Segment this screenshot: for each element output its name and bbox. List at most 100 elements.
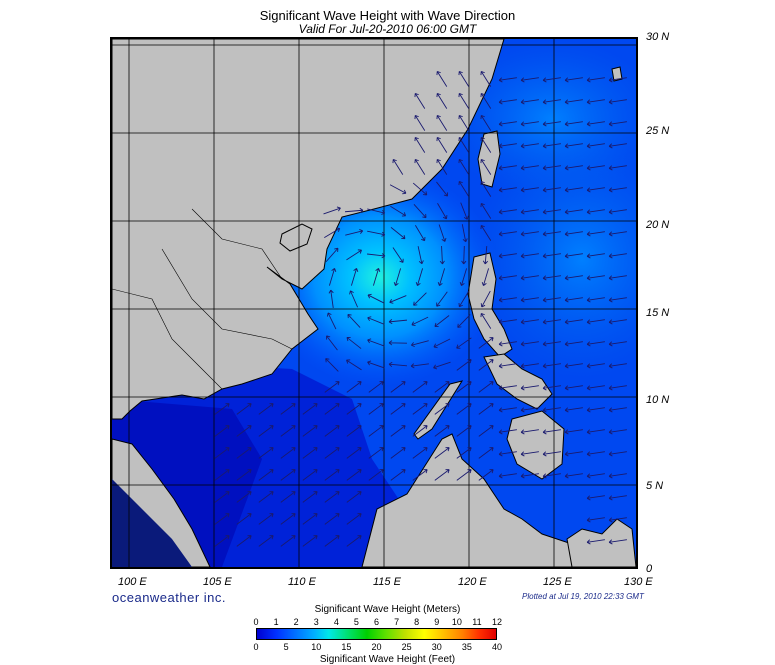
wave-arrow bbox=[480, 92, 492, 109]
wave-arrow bbox=[258, 513, 274, 525]
wave-arrow bbox=[564, 429, 583, 435]
wave-arrow bbox=[608, 341, 627, 347]
wave-arrow bbox=[328, 268, 337, 286]
wave-arrow bbox=[608, 407, 627, 413]
lon-label-110e: 110 E bbox=[288, 576, 316, 588]
colorbar-meter-tick: 5 bbox=[353, 617, 359, 627]
wave-arrow bbox=[456, 447, 472, 459]
wave-arrow bbox=[542, 231, 561, 237]
wave-arrow bbox=[608, 253, 627, 259]
wave-arrow bbox=[414, 158, 426, 175]
colorbar-meter-tick: 0 bbox=[253, 617, 259, 627]
wave-arrow bbox=[346, 491, 362, 503]
wave-arrow bbox=[436, 114, 448, 131]
wave-arrow bbox=[388, 361, 408, 367]
wave-arrow bbox=[437, 268, 446, 286]
wave-arrow bbox=[564, 187, 583, 193]
lat-label-30n: 30 N bbox=[646, 31, 670, 43]
wave-arrow bbox=[480, 158, 492, 175]
wave-arrow bbox=[542, 319, 561, 325]
colorbar-title-meters: Significant Wave Height (Meters) bbox=[314, 604, 461, 615]
wave-arrow bbox=[520, 121, 539, 127]
wave-arrow bbox=[367, 338, 385, 347]
wave-arrow bbox=[498, 77, 517, 83]
wave-arrow bbox=[498, 143, 517, 149]
wave-arrow bbox=[412, 403, 428, 415]
wave-arrow bbox=[346, 403, 362, 415]
wave-arrow bbox=[280, 513, 296, 525]
wave-arrow bbox=[564, 99, 583, 105]
graticule bbox=[112, 39, 636, 567]
wave-arrow bbox=[414, 92, 426, 109]
wave-arrow bbox=[480, 202, 492, 219]
wave-arrow bbox=[324, 447, 340, 459]
wave-arrow bbox=[302, 535, 318, 547]
wave-arrow bbox=[520, 451, 539, 457]
colorbar-meter-tick: 1 bbox=[273, 617, 279, 627]
land-luzon bbox=[467, 252, 513, 358]
wave-arrow bbox=[564, 473, 583, 479]
wave-arrow bbox=[586, 275, 605, 281]
wave-arrow bbox=[346, 447, 362, 459]
wave-arrow bbox=[390, 381, 406, 393]
wave-arrow bbox=[390, 469, 406, 481]
wave-arrow bbox=[608, 165, 627, 171]
wave-arrow bbox=[324, 403, 340, 415]
wave-arrow bbox=[388, 340, 408, 346]
wave-arrow bbox=[323, 206, 341, 215]
wave-arrow bbox=[608, 385, 627, 391]
colorbar-meter-tick: 6 bbox=[373, 617, 380, 627]
wave-arrow bbox=[345, 229, 364, 236]
wave-arrow bbox=[542, 473, 561, 479]
wave-arrow bbox=[346, 336, 362, 349]
wave-arrow bbox=[236, 469, 252, 481]
wave-arrow bbox=[498, 473, 517, 479]
wave-arrow bbox=[459, 268, 468, 286]
wave-arrow bbox=[586, 517, 605, 523]
wave-map bbox=[110, 37, 638, 569]
wave-arrow bbox=[498, 187, 517, 193]
wave-arrow bbox=[412, 425, 428, 437]
wave-arrow bbox=[498, 429, 517, 435]
wave-arrow bbox=[325, 358, 339, 372]
colorbar-feet-tick: 25 bbox=[401, 642, 412, 652]
borders bbox=[112, 208, 293, 390]
wave-arrow bbox=[564, 363, 583, 369]
wave-arrow bbox=[608, 99, 627, 105]
wave-arrow bbox=[346, 469, 362, 481]
wave-arrow bbox=[214, 469, 230, 481]
wave-arrow bbox=[564, 209, 583, 215]
wave-arrow bbox=[280, 447, 296, 459]
wave-arrow bbox=[478, 447, 494, 459]
wave-arrow bbox=[498, 319, 517, 325]
wave-arrow bbox=[415, 268, 424, 286]
wave-arrow bbox=[520, 341, 539, 347]
wave-arrow bbox=[520, 407, 539, 413]
wave-arrow bbox=[456, 469, 472, 481]
lon-label-130e: 130 E bbox=[624, 576, 653, 588]
wave-arrow bbox=[326, 335, 338, 351]
wave-arrow bbox=[390, 205, 407, 217]
wave-arrow bbox=[434, 403, 450, 415]
wave-arrow bbox=[480, 290, 491, 308]
colorbar-feet-tick: 20 bbox=[371, 642, 382, 652]
colorbar-feet-tick: 35 bbox=[461, 642, 472, 652]
wave-arrow bbox=[498, 407, 517, 413]
wave-arrow bbox=[458, 92, 470, 109]
wave-arrow bbox=[542, 99, 561, 105]
colorbar-feet-tick: 0 bbox=[253, 642, 259, 652]
brand-logo-text: oceanweather inc. bbox=[112, 590, 227, 605]
wave-arrow bbox=[478, 403, 494, 415]
wave-arrow bbox=[564, 407, 583, 413]
wave-arrow bbox=[564, 165, 583, 171]
wave-arrow bbox=[410, 340, 429, 348]
colorbar-meter-tick: 2 bbox=[293, 617, 299, 627]
wave-arrow bbox=[481, 268, 490, 286]
wave-arrow bbox=[214, 403, 230, 415]
wave-arrow bbox=[586, 209, 605, 215]
lon-label-115e: 115 E bbox=[373, 576, 401, 588]
wave-arrow bbox=[542, 363, 561, 369]
wave-arrow bbox=[482, 245, 489, 265]
wave-arrow bbox=[346, 359, 362, 371]
wave-arrow bbox=[258, 469, 274, 481]
